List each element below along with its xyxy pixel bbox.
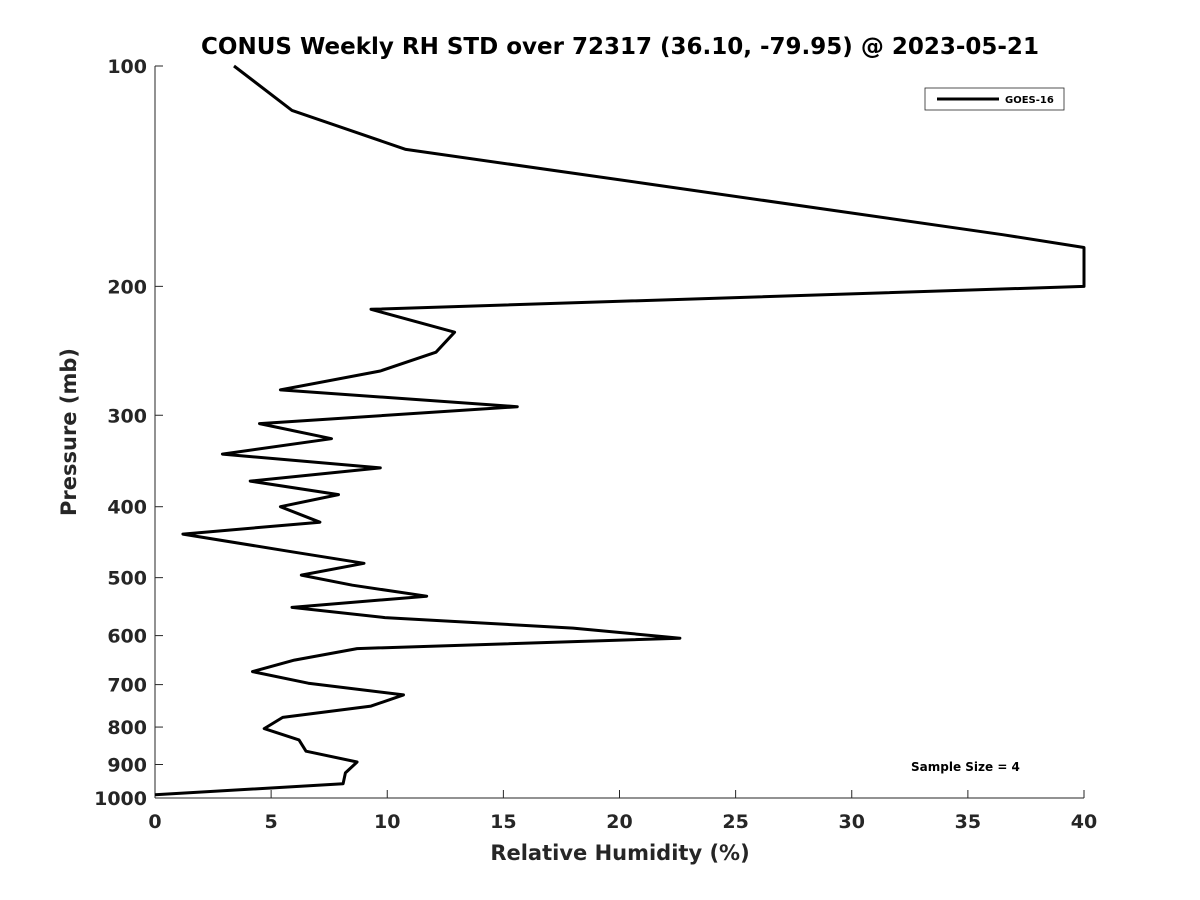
x-tick-label: 40: [1071, 811, 1097, 833]
x-axis-label: Relative Humidity (%): [490, 841, 749, 865]
y-tick-label: 1000: [94, 788, 147, 810]
y-tick-label: 100: [107, 56, 147, 78]
plot-area: [154, 66, 1084, 799]
sample-size-annotation: Sample Size = 4: [911, 760, 1020, 774]
y-tick-label: 600: [107, 626, 147, 648]
y-tick-label: 700: [107, 675, 147, 697]
y-axis-label: Pressure (mb): [57, 348, 81, 516]
y-tick-label: 200: [107, 276, 147, 298]
x-axis-ticks: 0 5 10 15 20 25 30 35 40: [148, 790, 1097, 833]
x-tick-label: 30: [839, 811, 865, 833]
plot-background: [155, 66, 1084, 798]
x-tick-label: 20: [606, 811, 632, 833]
legend-entry-label: GOES-16: [1005, 95, 1054, 106]
series-layer: [154, 64, 1086, 797]
y-axis-ticks: 100 200 300 400 500 600 700 800 900 1000: [94, 56, 163, 810]
y-tick-label: 400: [107, 497, 147, 519]
x-tick-label: 25: [722, 811, 748, 833]
x-tick-label: 15: [490, 811, 516, 833]
y-tick-label: 900: [107, 755, 147, 777]
x-tick-label: 0: [148, 811, 161, 833]
chart-title: CONUS Weekly RH STD over 72317 (36.10, -…: [201, 34, 1039, 60]
series-line-goes-16: [154, 64, 1086, 797]
y-tick-label: 300: [107, 405, 147, 427]
y-tick-label: 800: [107, 717, 147, 739]
x-tick-label: 5: [265, 811, 278, 833]
x-tick-label: 10: [374, 811, 400, 833]
legend: GOES-16: [924, 87, 1065, 111]
x-tick-label: 35: [955, 811, 981, 833]
y-tick-label: 500: [107, 568, 147, 590]
